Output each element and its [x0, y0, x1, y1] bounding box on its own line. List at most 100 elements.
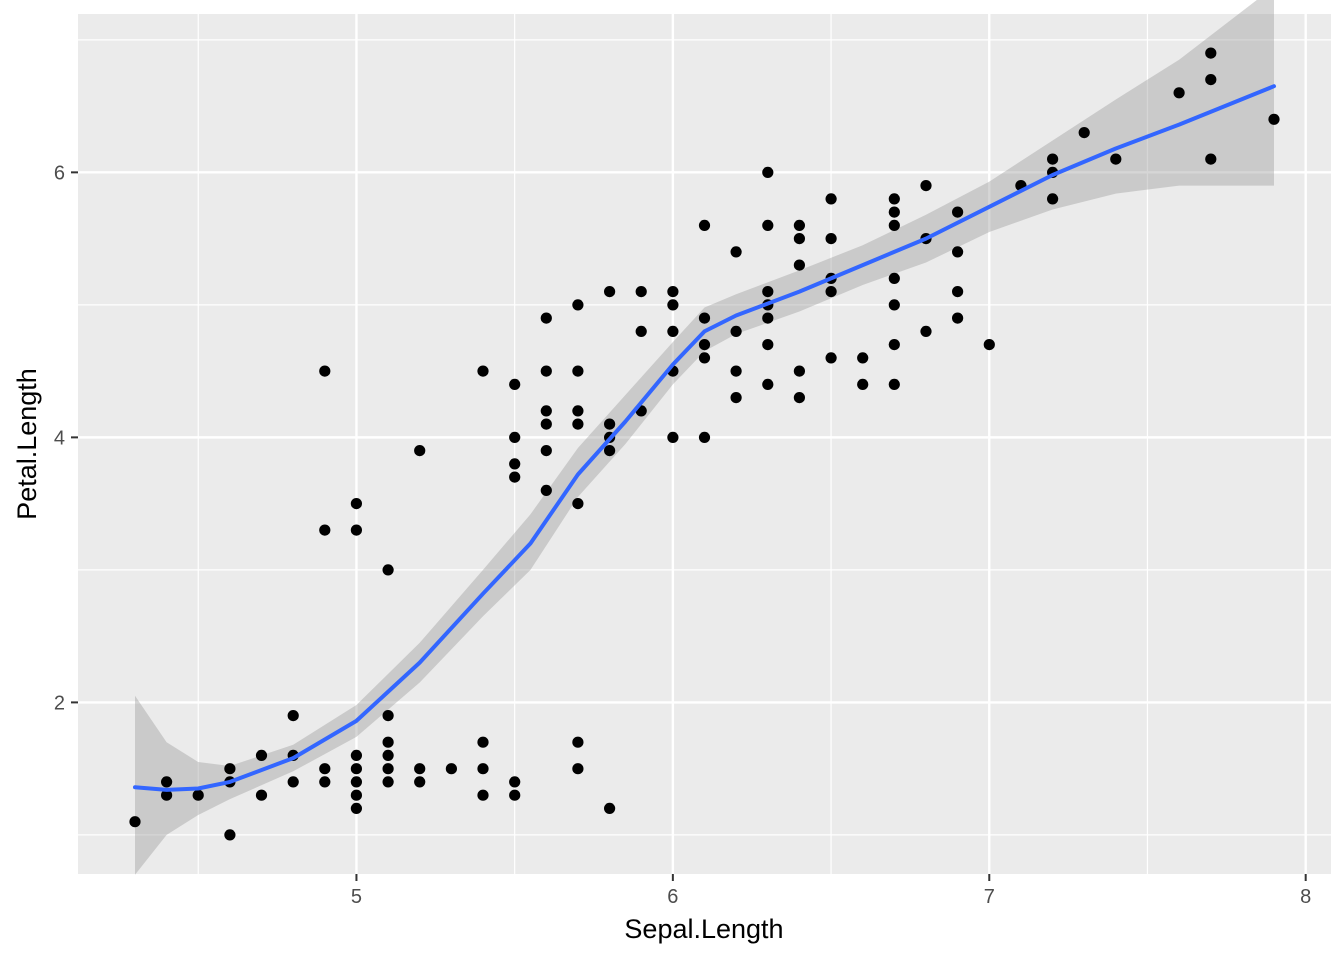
data-point [667, 286, 679, 298]
data-point [1173, 87, 1185, 99]
data-point [509, 776, 521, 788]
data-point [509, 431, 521, 443]
data-point [857, 352, 869, 364]
data-point [793, 392, 806, 404]
data-point [952, 286, 964, 298]
data-point [382, 763, 394, 775]
data-points [129, 47, 1280, 841]
data-point [698, 219, 711, 231]
data-point [698, 431, 711, 443]
data-point [888, 193, 900, 205]
data-point [920, 325, 932, 337]
data-point [572, 418, 584, 430]
data-point [825, 286, 837, 298]
data-point [255, 749, 268, 762]
data-point [730, 365, 742, 377]
data-point [540, 484, 552, 496]
data-point [667, 299, 679, 311]
data-point [382, 749, 394, 762]
data-point [445, 763, 457, 775]
data-point [793, 233, 806, 245]
data-point [888, 378, 900, 390]
data-point [888, 219, 900, 231]
data-point [730, 246, 742, 258]
data-point [509, 458, 521, 470]
data-point [604, 445, 616, 457]
data-point [319, 524, 331, 536]
data-point [793, 259, 806, 271]
data-point [319, 776, 331, 788]
data-point [730, 325, 742, 337]
x-axis-ticks: 5 6 7 8 [351, 874, 1311, 908]
data-point [762, 339, 774, 351]
data-point [224, 763, 236, 775]
data-point [857, 378, 869, 390]
data-point [540, 405, 552, 417]
data-point [572, 365, 584, 377]
x-tick-label: 7 [984, 886, 995, 908]
y-tick-label: 6 [54, 162, 65, 184]
x-tick-label: 5 [351, 886, 362, 908]
data-point [287, 710, 299, 722]
data-point [540, 365, 552, 377]
minor-gridlines [78, 14, 1331, 874]
data-point [350, 776, 362, 788]
data-point [825, 352, 837, 364]
data-point [224, 829, 236, 841]
data-point [1205, 74, 1217, 86]
data-point [793, 365, 806, 377]
y-tick-label: 4 [54, 427, 65, 449]
data-point [350, 763, 362, 775]
data-point [983, 339, 995, 351]
data-point [350, 749, 362, 762]
data-point [477, 736, 489, 748]
data-point [509, 789, 521, 801]
data-point [350, 498, 362, 510]
data-point [888, 339, 900, 351]
data-point [414, 763, 426, 775]
data-point [540, 312, 552, 324]
data-point [540, 445, 552, 457]
data-point [161, 776, 173, 788]
data-point [382, 736, 394, 748]
data-point [572, 763, 584, 775]
data-point [350, 524, 362, 536]
data-point [920, 180, 932, 192]
y-axis-title: Petal.Length [12, 368, 42, 520]
data-point [572, 736, 584, 748]
data-point [604, 418, 616, 430]
data-point [255, 789, 268, 801]
data-point [825, 193, 837, 205]
data-point [952, 246, 964, 258]
data-point [414, 445, 426, 457]
data-point [762, 312, 774, 324]
data-point [698, 312, 711, 324]
data-point [509, 378, 521, 390]
y-axis-ticks: 2 4 6 [54, 162, 78, 714]
data-point [350, 802, 362, 815]
data-point [793, 219, 806, 231]
data-point [319, 763, 331, 775]
plot-panel [78, 14, 1331, 874]
data-point [1047, 153, 1059, 165]
data-point [762, 286, 774, 298]
smooth-trend-line [133, 84, 1276, 792]
data-point [762, 378, 774, 390]
data-point [888, 272, 900, 284]
data-point [161, 789, 173, 801]
data-point [540, 418, 552, 430]
data-point [477, 789, 489, 801]
data-point [698, 339, 711, 351]
data-point [350, 789, 362, 801]
data-point [572, 498, 584, 510]
data-point [192, 789, 204, 801]
data-point [698, 352, 711, 364]
data-point [382, 710, 394, 722]
data-point [604, 802, 616, 815]
data-point [952, 206, 964, 218]
data-point [477, 365, 489, 377]
data-point [1205, 47, 1217, 59]
data-point [414, 776, 426, 788]
data-point [1110, 153, 1122, 165]
